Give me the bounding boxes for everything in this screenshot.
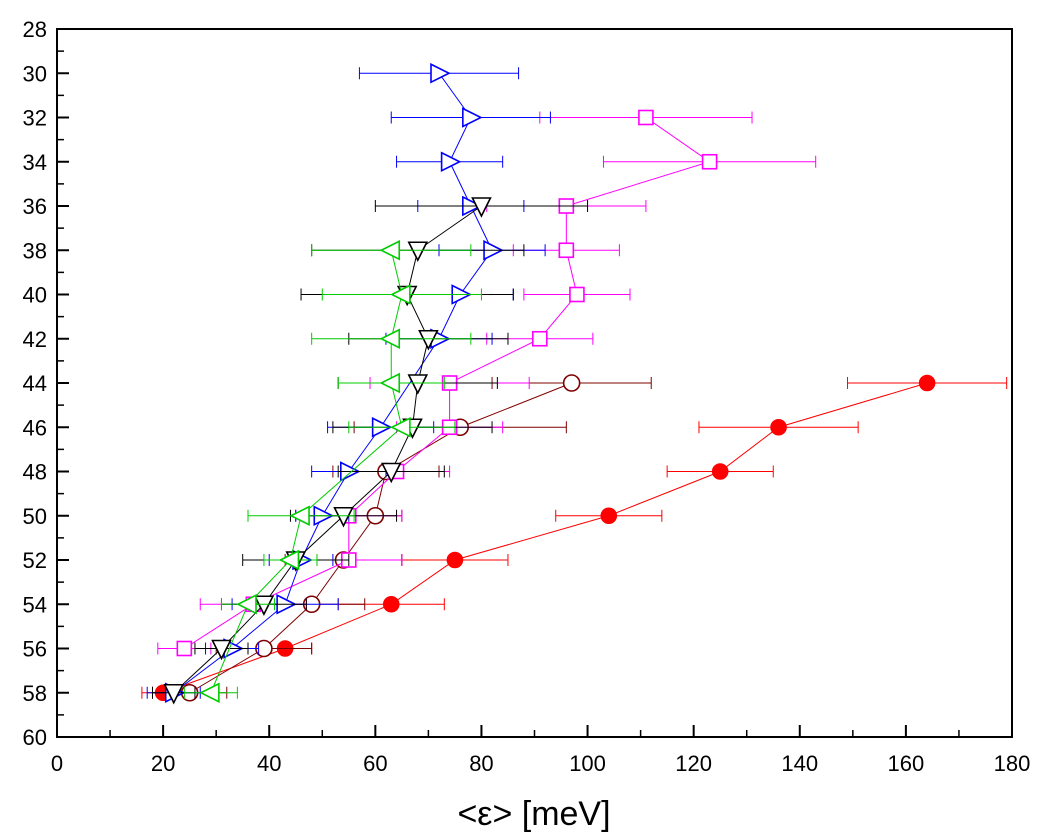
x-tick-label: 100 (569, 751, 606, 776)
y-tick-label: 42 (23, 327, 47, 352)
data-point (711, 463, 729, 480)
data-point (701, 153, 718, 170)
data-point (333, 506, 354, 528)
data-point (379, 239, 401, 261)
y-tick-label: 36 (23, 194, 47, 219)
data-point (430, 62, 451, 84)
y-tick-label: 28 (23, 17, 47, 42)
series-line (173, 205, 482, 694)
x-tick-label: 140 (781, 751, 818, 776)
data-point (532, 330, 548, 347)
x-tick-label: 60 (363, 751, 387, 776)
y-tick-label: 50 (23, 504, 47, 529)
data-point (380, 462, 402, 484)
x-tick-label: 0 (51, 751, 63, 776)
y-tick-label: 48 (23, 460, 47, 485)
data-point (407, 241, 429, 263)
y-tick-label: 30 (23, 61, 47, 86)
y-tick-label: 46 (23, 415, 47, 440)
data-point (289, 505, 310, 527)
y-tick-label: 54 (23, 592, 47, 617)
data-point (379, 372, 401, 394)
y-tick-label: 60 (23, 725, 47, 750)
data-point (382, 595, 400, 613)
data-point (638, 109, 654, 126)
data-point (918, 374, 936, 392)
data-point (211, 639, 232, 661)
series-0 (141, 374, 1008, 702)
axis-layer: 0 20 40 60 80 100 120 140 160 180 28 30 32 34 36 38 40 42… (23, 17, 1031, 776)
y-tick-label: 52 (23, 548, 47, 573)
data-point (440, 151, 462, 173)
y-tick-label: 38 (23, 238, 47, 263)
y-tick-label: 34 (23, 150, 47, 175)
data-point (418, 329, 439, 351)
data-point (236, 593, 257, 615)
data-point (199, 682, 220, 704)
y-tick-label: 40 (23, 283, 47, 308)
data-point (390, 416, 411, 438)
x-tick-label: 20 (151, 751, 175, 776)
y-tick-label: 56 (23, 637, 47, 662)
series-5 (183, 239, 482, 704)
data-point (163, 683, 185, 705)
x-tick-label: 40 (257, 751, 281, 776)
data-point (569, 286, 585, 303)
y-tick-label: 32 (23, 106, 47, 131)
data-point (407, 374, 429, 395)
data-point (253, 595, 275, 617)
data-point (562, 374, 581, 392)
data-point (446, 551, 464, 569)
series-layer (141, 62, 1008, 705)
x-tick-label: 120 (675, 751, 712, 776)
data-point (462, 107, 483, 128)
x-axis-title: <ε> [meV] (457, 795, 610, 833)
x-tick-label: 180 (994, 751, 1031, 776)
data-point (600, 507, 618, 525)
data-point (379, 328, 401, 350)
y-tick-label: 44 (23, 371, 47, 396)
data-point (770, 418, 787, 436)
y-tick-label: 58 (23, 681, 47, 706)
x-tick-label: 160 (888, 751, 925, 776)
data-point (278, 549, 300, 571)
series-line (162, 382, 928, 694)
data-point (390, 284, 411, 305)
data-point (471, 197, 492, 218)
x-tick-label: 80 (469, 751, 493, 776)
data-point (176, 640, 193, 657)
data-point (558, 242, 575, 259)
